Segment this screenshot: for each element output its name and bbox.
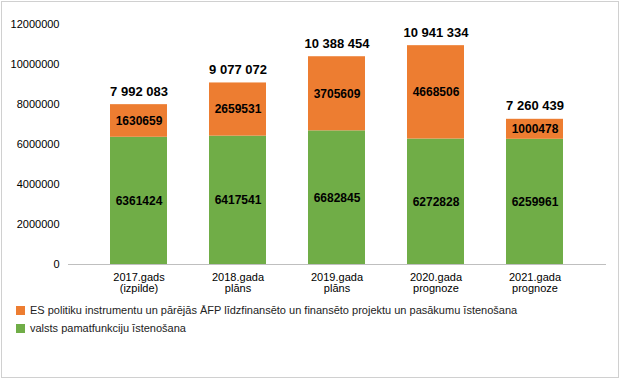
- svg-text:2020.gadaprognoze: 2020.gadaprognoze: [410, 271, 463, 294]
- svg-text:3705609: 3705609: [314, 87, 361, 101]
- svg-text:6361424: 6361424: [116, 194, 163, 208]
- svg-text:6000000: 6000000: [17, 138, 60, 150]
- svg-text:2017.gads(izpilde): 2017.gads(izpilde): [113, 271, 165, 294]
- svg-text:0: 0: [53, 258, 59, 270]
- svg-text:2000000: 2000000: [17, 218, 60, 230]
- svg-text:4668506: 4668506: [413, 85, 460, 99]
- svg-text:7 260 439: 7 260 439: [506, 98, 564, 113]
- svg-text:12000000: 12000000: [11, 18, 60, 30]
- svg-text:10 941 334: 10 941 334: [403, 25, 469, 40]
- svg-text:4000000: 4000000: [17, 178, 60, 190]
- svg-text:8000000: 8000000: [17, 98, 60, 110]
- svg-text:1000478: 1000478: [512, 122, 559, 136]
- svg-text:10 388 454: 10 388 454: [304, 36, 370, 51]
- svg-text:2019.gadaplāns: 2019.gadaplāns: [311, 271, 364, 294]
- html-text:valsts pamatfunkciju īstenošan: valsts pamatfunkciju īstenošana: [30, 322, 186, 334]
- svg-text:2018.gadaplāns: 2018.gadaplāns: [212, 271, 265, 294]
- svg-text:10000000: 10000000: [11, 58, 60, 70]
- svg-text:6417541: 6417541: [215, 193, 262, 207]
- svg-text:6259961: 6259961: [512, 195, 559, 209]
- svg-text:6272828: 6272828: [413, 195, 460, 209]
- html-text:ES politiku instrumentu un pār: ES politiku instrumentu un pārējās ĀFP l…: [30, 304, 518, 316]
- svg-text:6682845: 6682845: [314, 191, 361, 205]
- svg-text:2659531: 2659531: [215, 102, 262, 116]
- svg-text:2021.gadaprognoze: 2021.gadaprognoze: [509, 271, 562, 294]
- svg-text:1630659: 1630659: [116, 114, 163, 128]
- svg-text:9 077 072: 9 077 072: [209, 62, 267, 77]
- svg-text:7 992 083: 7 992 083: [110, 84, 168, 99]
